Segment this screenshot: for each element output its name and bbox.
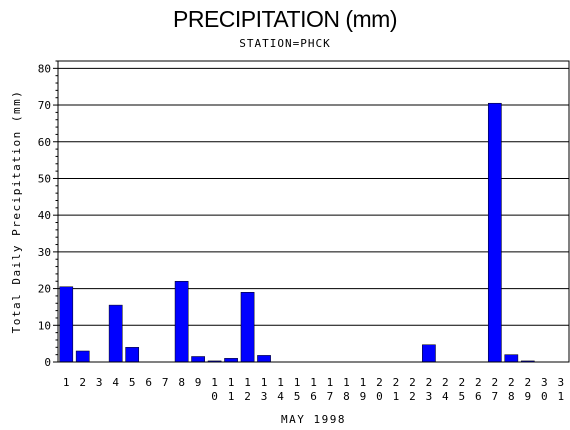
- bar-day-11: [224, 358, 238, 363]
- y-tick-label: 0: [44, 356, 51, 369]
- bar-day-2: [75, 350, 90, 363]
- y-tick-label: 50: [38, 172, 51, 185]
- y-tick-label: 70: [38, 99, 51, 112]
- y-tick-label: 40: [38, 209, 51, 222]
- bar-day-1: [59, 286, 74, 363]
- x-tick-label: 6: [145, 376, 152, 389]
- x-tick-label: 5: [129, 376, 136, 389]
- x-tick-label: 3: [96, 376, 103, 389]
- x-tick-label: 8: [178, 376, 185, 389]
- bar-day-8: [174, 280, 189, 363]
- bar-day-12: [240, 292, 255, 363]
- gridlines: [58, 67, 569, 326]
- bars: [59, 102, 535, 363]
- y-tick-label: 80: [38, 62, 51, 75]
- x-tick-label: 2: [79, 376, 86, 389]
- bar-day-9: [191, 356, 205, 363]
- plot-frame: [57, 60, 570, 363]
- y-tick-label: 10: [38, 319, 51, 332]
- bar-day-27: [487, 102, 502, 363]
- x-axis-label: MAY 1998: [281, 413, 346, 426]
- y-tick-label: 60: [38, 136, 51, 149]
- bar-day-28: [504, 354, 519, 363]
- y-axis-ticks: 0 10 20 30 40 50 60 70 80: [38, 60, 58, 369]
- y-axis-label: Total Daily Precipitation (mm): [10, 90, 23, 334]
- bar-day-5: [125, 347, 140, 363]
- bar-day-4: [108, 304, 123, 363]
- bar-day-13: [257, 355, 271, 363]
- chart-subtitle: STATION=PHCK: [239, 37, 331, 50]
- x-tick-label: 1: [63, 376, 70, 389]
- y-tick-label: 30: [38, 246, 51, 259]
- x-tick-label: 9: [195, 376, 202, 389]
- bar-day-23: [422, 344, 436, 363]
- chart-title: PRECIPITATION (mm): [173, 6, 397, 32]
- x-tick-label: 7: [162, 376, 169, 389]
- y-tick-label: 20: [38, 283, 51, 296]
- x-axis-ticks: 1 2 3 4 5 6 7 8 9 1 01 11 21 31 41 51 61 71 81 92 02 12 22 32 42…: [63, 376, 564, 403]
- x-tick-label: 4: [112, 376, 119, 389]
